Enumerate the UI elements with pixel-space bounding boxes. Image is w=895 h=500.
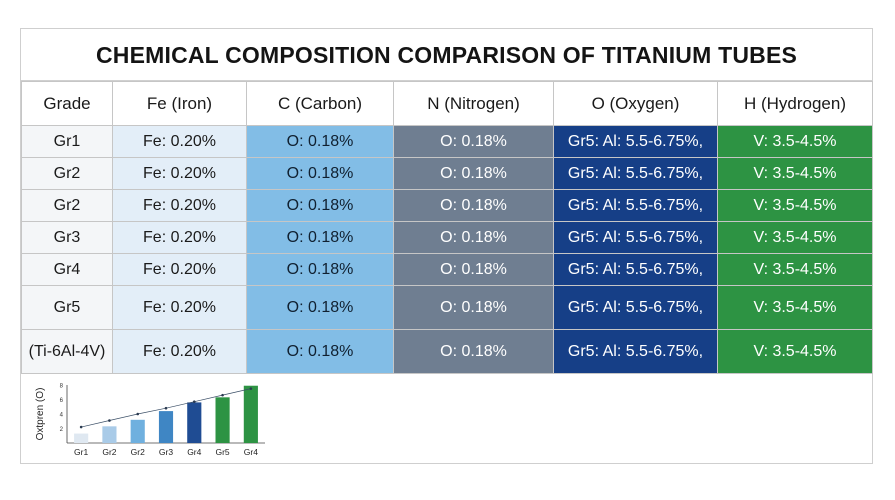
composition-table: Grade Fe (Iron) C (Carbon) N (Nitrogen) … <box>21 81 873 374</box>
cell-oxygen: Gr5: Al: 5.5-6.75%, <box>553 329 718 374</box>
cell-hydrogen: V: 3.5-4.5% <box>717 189 873 222</box>
cell-carbon: O: 0.18% <box>246 329 394 374</box>
cell-carbon: O: 0.18% <box>246 125 394 158</box>
trend-point <box>249 387 253 390</box>
cell-nitrogen: O: 0.18% <box>393 253 554 286</box>
trend-point <box>192 400 196 403</box>
cell-hydrogen: V: 3.5-4.5% <box>717 157 873 190</box>
cell-nitrogen: O: 0.18% <box>393 329 554 374</box>
x-tick-label: Gr3 <box>159 447 173 457</box>
cell-fe: Fe: 0.20% <box>112 125 247 158</box>
bar <box>74 433 89 443</box>
y-tick-label: 6 <box>60 398 64 404</box>
cell-hydrogen: V: 3.5-4.5% <box>717 329 873 374</box>
header-carbon: C (Carbon) <box>246 81 394 126</box>
cell-hydrogen: V: 3.5-4.5% <box>717 285 873 330</box>
cell-oxygen: Gr5: Al: 5.5-6.75%, <box>553 189 718 222</box>
x-tick-label: Gr5 <box>215 447 229 457</box>
table-row: Gr1 Fe: 0.20% O: 0.18% O: 0.18% Gr5: Al:… <box>21 125 873 158</box>
cell-fe: Fe: 0.20% <box>112 285 247 330</box>
cell-carbon: O: 0.18% <box>246 253 394 286</box>
trend-point <box>221 393 224 397</box>
cell-hydrogen: V: 3.5-4.5% <box>717 125 873 158</box>
cell-oxygen: Gr5: Al: 5.5-6.75%, <box>553 285 718 330</box>
cell-carbon: O: 0.18% <box>246 221 394 254</box>
table-row: Gr2 Fe: 0.20% O: 0.18% O: 0.18% Gr5: Al:… <box>21 189 873 222</box>
cell-fe: Fe: 0.20% <box>112 189 247 222</box>
table-header-row: Grade Fe (Iron) C (Carbon) N (Nitrogen) … <box>21 81 873 126</box>
cell-carbon: O: 0.18% <box>246 157 394 190</box>
cell-grade: (Ti-6Al-4V) <box>21 329 113 374</box>
y-tick-label: 8 <box>60 384 64 390</box>
bar <box>215 397 230 443</box>
cell-nitrogen: O: 0.18% <box>393 157 554 190</box>
cell-fe: Fe: 0.20% <box>112 221 247 254</box>
cell-grade: Gr3 <box>21 221 113 254</box>
x-tick-label: Gr2 <box>131 447 145 457</box>
bar <box>243 385 258 443</box>
trend-point <box>108 419 111 422</box>
header-oxygen: O (Oxygen) <box>553 81 718 126</box>
cell-fe: Fe: 0.20% <box>112 329 247 374</box>
table-row: (Ti-6Al-4V) Fe: 0.20% O: 0.18% O: 0.18% … <box>21 329 873 374</box>
y-axis-label: Oxtpren (O) <box>35 388 46 441</box>
header-hydrogen: H (Hydrogen) <box>717 81 873 126</box>
cell-nitrogen: O: 0.18% <box>393 125 554 158</box>
x-tick-label: Gr4 <box>244 447 258 457</box>
cell-oxygen: Gr5: Al: 5.5-6.75%, <box>553 125 718 158</box>
cell-grade: Gr2 <box>21 157 113 190</box>
bar <box>158 411 174 443</box>
table-row: Gr5 Fe: 0.20% O: 0.18% O: 0.18% Gr5: Al:… <box>21 285 873 330</box>
cell-hydrogen: V: 3.5-4.5% <box>717 253 873 286</box>
header-grade: Grade <box>21 81 113 126</box>
table-row: Gr4 Fe: 0.20% O: 0.18% O: 0.18% Gr5: Al:… <box>21 253 873 286</box>
x-tick-label: Gr2 <box>102 447 116 457</box>
header-fe: Fe (Iron) <box>112 81 247 126</box>
bar <box>102 426 117 443</box>
x-tick-label: Gr1 <box>74 447 88 457</box>
cell-hydrogen: V: 3.5-4.5% <box>717 221 873 254</box>
page-title: CHEMICAL COMPOSITION COMPARISON OF TITAN… <box>21 29 872 81</box>
cell-oxygen: Gr5: Al: 5.5-6.75%, <box>553 253 718 286</box>
cell-grade: Gr4 <box>21 253 113 286</box>
trend-point <box>164 406 168 410</box>
cell-fe: Fe: 0.20% <box>112 253 247 286</box>
cell-oxygen: Gr5: Al: 5.5-6.75%, <box>553 221 718 254</box>
cell-grade: Gr5 <box>21 285 113 330</box>
trend-point <box>79 425 83 429</box>
header-nitrogen: N (Nitrogen) <box>393 81 554 126</box>
cell-nitrogen: O: 0.18% <box>393 189 554 222</box>
cell-carbon: O: 0.18% <box>246 189 394 222</box>
cell-oxygen: Gr5: Al: 5.5-6.75%, <box>553 157 718 190</box>
cell-nitrogen: O: 0.18% <box>393 221 554 254</box>
y-tick-label: 4 <box>60 413 64 419</box>
cell-carbon: O: 0.18% <box>246 285 394 330</box>
table-row: Gr3 Fe: 0.20% O: 0.18% O: 0.18% Gr5: Al:… <box>21 221 873 254</box>
cell-fe: Fe: 0.20% <box>112 157 247 190</box>
trend-point <box>136 412 140 416</box>
table-row: Gr2 Fe: 0.20% O: 0.18% O: 0.18% Gr5: Al:… <box>21 157 873 190</box>
bar <box>187 402 202 443</box>
composition-panel: CHEMICAL COMPOSITION COMPARISON OF TITAN… <box>20 28 873 464</box>
x-tick-label: Gr4 <box>187 447 201 457</box>
cell-grade: Gr2 <box>21 189 113 222</box>
oxygen-mini-bar-chart: Oxtpren (O) 2 4 6 8 Gr1 Gr2 Gr2 Gr3 Gr4 Gr5 Gr4 <box>35 384 265 457</box>
cell-nitrogen: O: 0.18% <box>393 285 554 330</box>
y-tick-label: 2 <box>60 427 64 433</box>
bar <box>130 419 145 443</box>
cell-grade: Gr1 <box>21 125 113 158</box>
